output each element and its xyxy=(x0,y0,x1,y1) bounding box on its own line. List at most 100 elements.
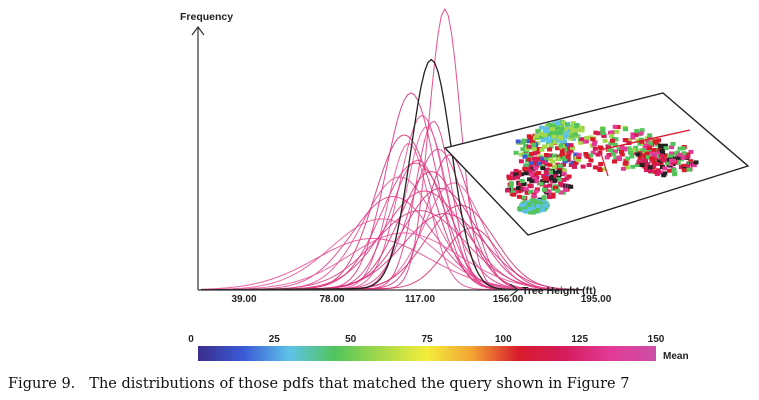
map-cell xyxy=(566,151,572,156)
map-cell xyxy=(522,152,527,157)
map-cell xyxy=(667,168,672,173)
map-cell xyxy=(572,164,577,169)
map-cell xyxy=(505,188,510,193)
x-tick-labels: 39.00 78.00 117.00 156.00 195.00 xyxy=(231,294,611,305)
map-cell xyxy=(616,147,622,152)
map-cell xyxy=(528,184,534,189)
map-cell xyxy=(654,161,660,166)
map-cell xyxy=(635,163,640,167)
map-cell xyxy=(691,163,697,168)
y-axis-arrow xyxy=(191,26,205,36)
map-cell xyxy=(612,149,618,154)
map-cell xyxy=(522,166,528,171)
map-cell xyxy=(555,146,561,151)
map-cell xyxy=(542,144,548,149)
map-cell xyxy=(693,160,699,165)
map-cell xyxy=(530,206,536,210)
map-cell xyxy=(530,167,536,172)
map-query-regions xyxy=(505,119,699,215)
map-cell xyxy=(520,147,526,152)
map-cell xyxy=(656,138,662,143)
map-cell xyxy=(629,154,635,159)
map-cell xyxy=(590,150,596,155)
map-cell xyxy=(548,157,554,162)
map-cell xyxy=(544,136,550,140)
map-cell xyxy=(516,172,522,177)
map-cell xyxy=(529,179,535,184)
pdf-curve xyxy=(201,238,584,291)
map-cell xyxy=(532,151,538,156)
x-tick-label: 39.00 xyxy=(231,294,256,305)
map-cell xyxy=(576,152,582,157)
map-cell xyxy=(536,200,542,205)
map-cell xyxy=(541,187,547,192)
map-cell xyxy=(646,146,652,150)
map-cell xyxy=(519,179,525,183)
map-cell xyxy=(542,176,548,181)
map-cell xyxy=(507,176,512,181)
map-cell xyxy=(664,161,670,166)
map-cell xyxy=(532,147,538,151)
map-cell xyxy=(555,135,561,140)
map-cell xyxy=(619,149,624,154)
map-cell xyxy=(538,181,544,186)
colorbar-tick-label: 0 xyxy=(188,334,194,345)
map-cell xyxy=(640,153,646,158)
map-cell xyxy=(550,159,556,164)
map-cell xyxy=(536,171,542,175)
map-cell xyxy=(613,137,619,142)
map-cell xyxy=(574,123,579,127)
map-cell xyxy=(627,150,633,155)
colorbar-tick-label: 100 xyxy=(495,334,512,345)
map-cell xyxy=(688,159,694,164)
map-cell xyxy=(682,168,688,173)
map-cell xyxy=(526,144,532,149)
map-cell xyxy=(557,163,563,168)
map-cell xyxy=(573,132,579,137)
map-cell xyxy=(565,129,571,134)
map-cell xyxy=(651,147,657,152)
map-cell xyxy=(675,160,681,165)
map-cell xyxy=(539,208,545,212)
map-cell xyxy=(676,155,682,160)
map-cell xyxy=(552,153,557,158)
map-cell xyxy=(518,159,524,164)
map-cell xyxy=(651,160,657,165)
x-tick-label: 195.00 xyxy=(581,294,612,305)
map-cell xyxy=(523,171,529,176)
map-cell xyxy=(591,142,597,147)
map-cell xyxy=(588,153,593,158)
map-cell xyxy=(570,121,576,126)
map-cell xyxy=(564,148,570,152)
map-cell xyxy=(520,186,526,191)
map-cell xyxy=(611,152,617,157)
map-cell xyxy=(544,168,549,173)
figure-caption: Figure 9. The distributions of those pdfs… xyxy=(8,376,748,392)
map-cell xyxy=(513,172,519,177)
map-cell xyxy=(643,168,649,173)
map-cell xyxy=(545,189,550,194)
x-tick-label: 117.00 xyxy=(405,294,435,305)
map-cell xyxy=(548,142,554,147)
map-cell xyxy=(644,151,650,156)
map-cell xyxy=(523,187,529,192)
map-cell xyxy=(572,160,578,165)
map-cell xyxy=(633,133,639,138)
colorbar-label: Mean xyxy=(663,351,689,362)
map-cell xyxy=(552,129,558,134)
map-cell xyxy=(543,184,549,189)
map-cell xyxy=(681,151,687,156)
map-cell xyxy=(538,156,544,161)
map-cell xyxy=(534,134,540,138)
colorbar-tick-labels: 0 25 50 75 100 125 150 xyxy=(188,334,665,345)
map-cell xyxy=(561,162,566,167)
figure-label: Figure 9. xyxy=(8,376,76,392)
map-cell xyxy=(588,158,594,163)
map-cell xyxy=(570,129,576,134)
map-cell xyxy=(670,142,676,146)
map-cell xyxy=(568,125,574,130)
colorbar-tick-label: 75 xyxy=(421,334,433,345)
map-cell xyxy=(590,137,596,142)
map-cell xyxy=(565,125,571,130)
map-cell xyxy=(654,151,660,156)
